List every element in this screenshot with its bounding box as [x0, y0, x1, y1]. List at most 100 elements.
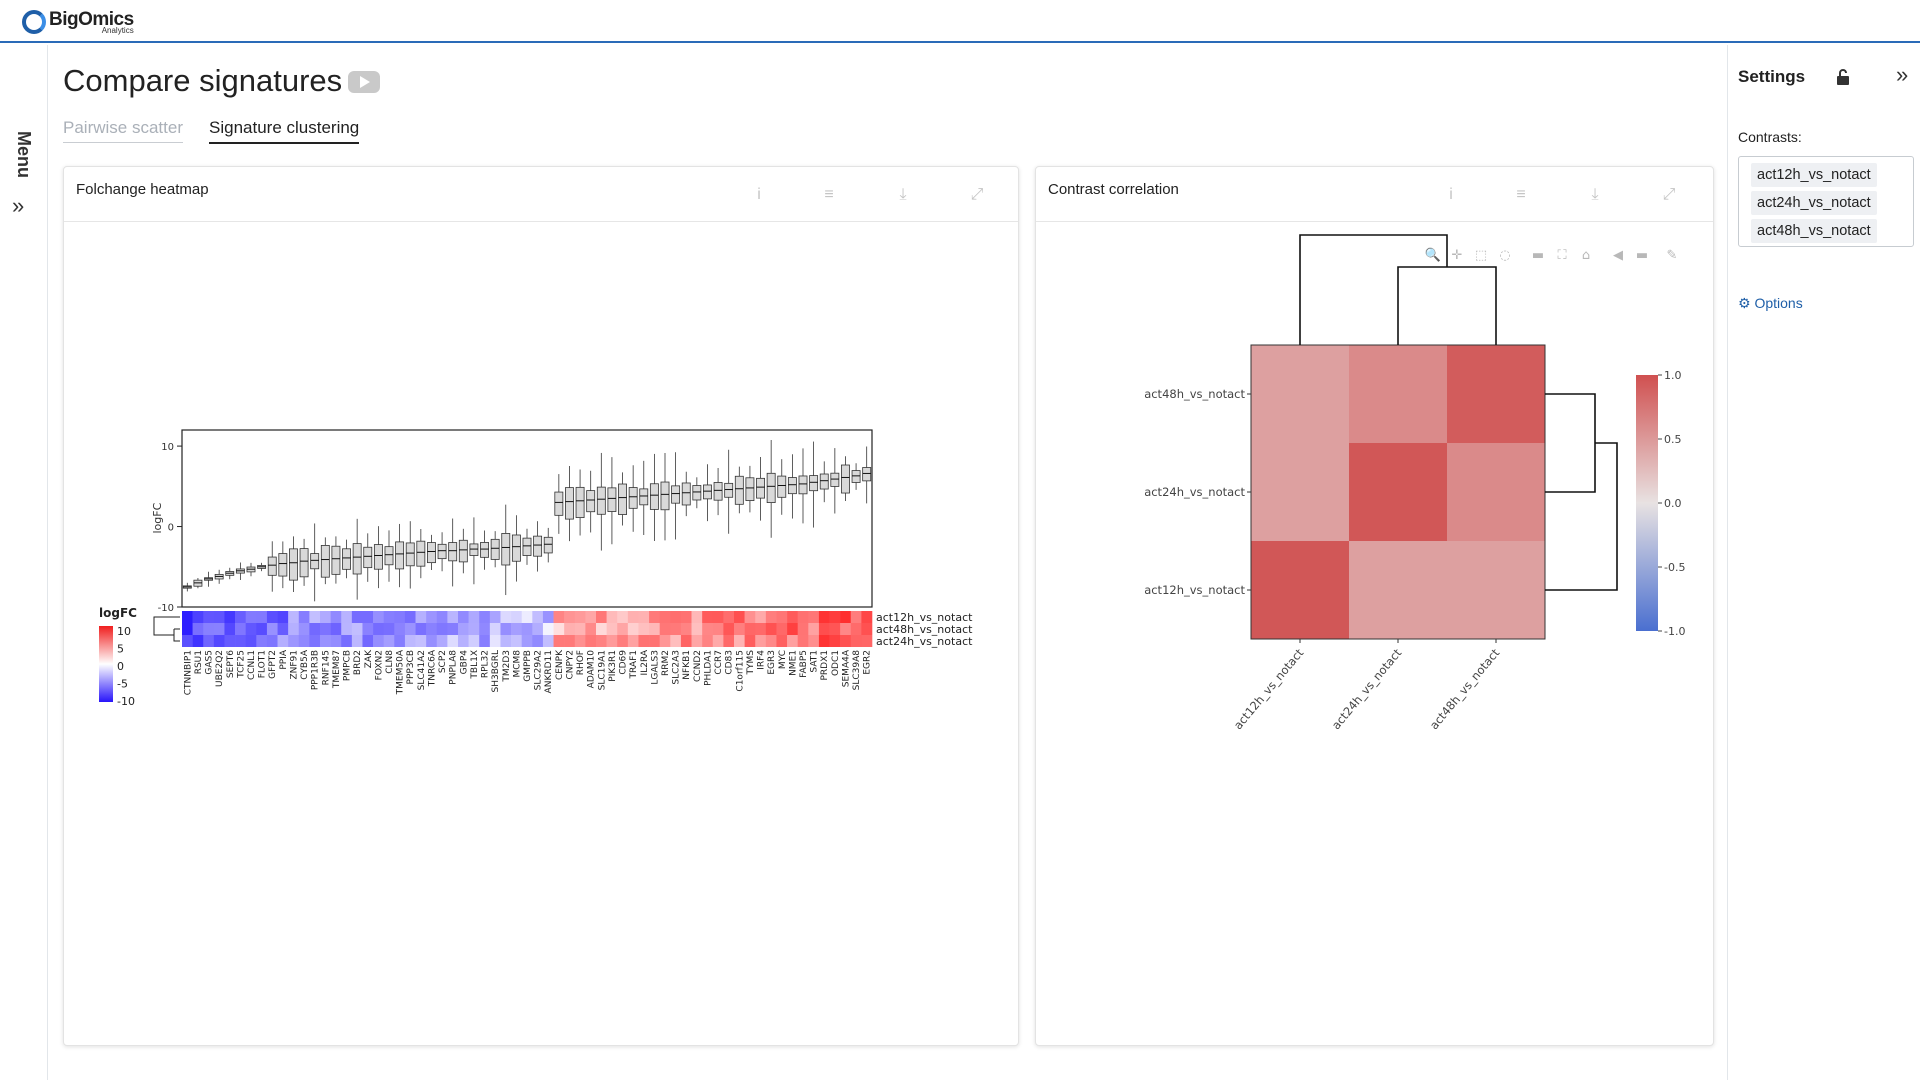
row-dendrogram: [1545, 442, 1618, 591]
heatmap-cell: [320, 635, 331, 647]
heatmap-cell: [755, 635, 767, 647]
colorbar-tick-label: 0.5: [1664, 433, 1682, 446]
box: [427, 542, 436, 564]
heatmap-cell: [850, 623, 862, 635]
gene-label: FABP5: [799, 650, 809, 678]
heatmap-cell: [638, 623, 650, 635]
heatmap-cell: [500, 611, 512, 623]
box: [331, 545, 341, 575]
heatmap-cell: [691, 611, 703, 623]
heatmap-cell: [245, 623, 257, 635]
heatmap-cell: [383, 635, 395, 647]
heatmap-cell: [765, 623, 777, 635]
logo-ring-icon: [22, 10, 46, 34]
options-label: Options: [1754, 295, 1803, 311]
gene-label: GAS5: [205, 650, 215, 675]
heatmap-cell: [447, 635, 459, 647]
bigomics-logo[interactable]: BigOmics Analytics: [22, 8, 134, 36]
heatmap-cell: [818, 611, 830, 623]
heatmap-cell: [404, 635, 416, 647]
heatmap-cell: [670, 611, 682, 623]
gene-label: CD83: [725, 650, 735, 675]
gene-label: CLN8: [385, 650, 395, 674]
gene-label: GFPT2: [268, 650, 278, 679]
gene-label: BRD2: [353, 650, 363, 675]
corr-cell: [1349, 541, 1447, 639]
heatmap-cell: [521, 611, 533, 623]
column-dendrogram: [1299, 234, 1448, 345]
heatmap-cell: [744, 611, 756, 623]
menu-label[interactable]: Menu: [14, 131, 34, 178]
heatmap-cell: [235, 611, 246, 623]
gene-label: TMEM87: [332, 650, 342, 689]
heatmap-cell: [362, 635, 374, 647]
gene-label: IRF4: [757, 650, 767, 670]
heatmap-cell: [468, 611, 480, 623]
heatmap-cell: [383, 611, 395, 623]
heatmap-cell: [373, 611, 384, 623]
double-chevron-right-icon[interactable]: »: [1896, 62, 1909, 87]
heatmap-cell: [606, 611, 618, 623]
heatmap-cell: [765, 611, 777, 623]
contrast-chip[interactable]: act48h_vs_notact: [1751, 219, 1877, 243]
box: [777, 475, 787, 498]
spike-icon: ◀: [1613, 248, 1623, 263]
heatmap-cell: [638, 611, 650, 623]
zoom-icon: 🔍: [1425, 246, 1441, 263]
heatmap-cell: [574, 623, 586, 635]
heatmap-cell: [542, 611, 554, 623]
heatmap-cell: [680, 623, 692, 635]
heatmap-cell: [213, 635, 225, 647]
box: [310, 553, 320, 570]
info-icon[interactable]: i: [1449, 186, 1453, 203]
heatmap-cell: [585, 635, 597, 647]
lock-icon[interactable]: [1836, 69, 1850, 85]
heatmap-cell: [362, 623, 374, 635]
box: [734, 475, 744, 505]
tab-pairwise-scatter[interactable]: Pairwise scatter: [63, 118, 183, 143]
heatmap-cell: [585, 611, 597, 623]
heatmap-cell: [532, 635, 544, 647]
heatmap-cell: [617, 635, 629, 647]
heatmap-row-label: act24h_vs_notact: [876, 635, 973, 648]
contrast-chip[interactable]: act24h_vs_notact: [1751, 191, 1877, 215]
contrast-correlation-chart[interactable]: 🔍 ✛ ⬚ ◌ ▬ ⛶ ⌂ ◀ ▬ ✎ act48h_vs_notact act24h_vs_nota…: [1036, 223, 1715, 1047]
expand-icon[interactable]: ⤢: [970, 186, 984, 203]
menu-icon[interactable]: ≡: [824, 186, 834, 203]
heatmap-cell: [415, 635, 427, 647]
menu-icon[interactable]: ≡: [1516, 186, 1526, 203]
heatmap-cell: [596, 623, 607, 635]
info-icon[interactable]: i: [757, 186, 761, 203]
heatmap-cell: [564, 611, 576, 623]
heatmap-cell: [776, 611, 788, 623]
contrast-chip[interactable]: act12h_vs_notact: [1751, 163, 1877, 187]
heatmap-cell: [351, 623, 363, 635]
heatmap-cell: [670, 635, 682, 647]
gene-label: NME1: [788, 650, 798, 676]
heatmap-cell: [351, 635, 363, 647]
options-link[interactable]: ⚙ Options: [1738, 295, 1803, 312]
heatmap-cell: [256, 635, 268, 647]
heatmap-cell: [691, 635, 703, 647]
heatmap-cell: [680, 635, 692, 647]
box: [522, 537, 532, 556]
card-title: Folchange heatmap: [76, 181, 209, 198]
tab-signature-clustering[interactable]: Signature clustering: [209, 118, 360, 144]
heatmap-cell: [850, 611, 862, 623]
corr-cell: [1349, 345, 1447, 443]
folchange-heatmap-chart[interactable]: logFC -10 0 10 act12h_vs_notactact48h_vs_not…: [64, 223, 1020, 1047]
heatmap-cell: [734, 623, 745, 635]
box: [607, 487, 617, 512]
box: [501, 533, 511, 566]
download-icon[interactable]: ⤓: [899, 186, 907, 203]
heatmap-cell: [415, 623, 427, 635]
expand-icon[interactable]: ⤢: [1662, 186, 1676, 203]
heatmap-cell: [203, 635, 215, 647]
box: [841, 464, 850, 494]
download-icon[interactable]: ⤓: [1591, 186, 1599, 203]
double-chevron-right-icon[interactable]: »: [12, 193, 25, 218]
video-play-icon[interactable]: [348, 71, 380, 93]
top-bar: BigOmics Analytics: [0, 0, 1920, 43]
box: [745, 477, 755, 502]
contrasts-select[interactable]: act12h_vs_notact act24h_vs_notact act48h…: [1738, 156, 1914, 247]
